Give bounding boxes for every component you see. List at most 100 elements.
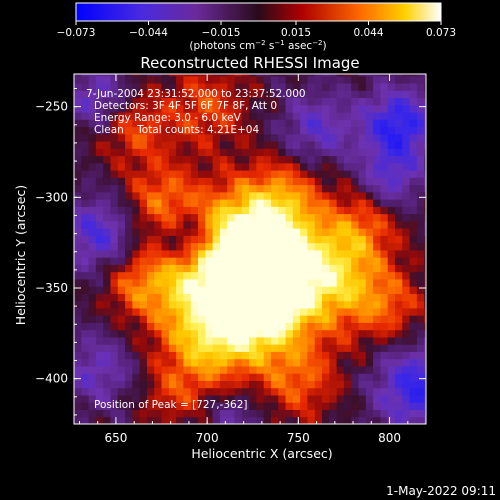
heatmap-cell (394, 74, 403, 77)
heatmap-cell (249, 329, 257, 338)
heatmap-cell (227, 278, 235, 287)
heatmap-cell (88, 322, 97, 331)
heatmap-cell (117, 97, 126, 106)
heatmap-cell (190, 74, 199, 77)
heatmap-cell (205, 177, 214, 186)
heatmap-cell (402, 162, 411, 171)
heatmap-cell (292, 228, 301, 236)
heatmap-cell (117, 286, 126, 294)
heatmap-cell (234, 249, 243, 258)
heatmap-cell (314, 228, 323, 236)
heatmap-cell (227, 257, 235, 265)
heatmap-cell (190, 97, 199, 106)
heatmap-cell (409, 220, 418, 229)
heatmap-cell (387, 235, 396, 244)
heatmap-cell (117, 264, 126, 273)
heatmap-cell (322, 119, 330, 128)
heatmap-cell (139, 307, 148, 316)
heatmap-cell (103, 162, 111, 171)
heatmap-cell (168, 329, 177, 338)
heatmap-cell (190, 402, 199, 410)
heatmap-cell (176, 387, 184, 396)
heatmap-cell (161, 365, 170, 374)
heatmap-cell (212, 155, 221, 164)
heatmap-cell (387, 141, 396, 149)
heatmap-cell (227, 74, 235, 77)
heatmap-cell (227, 344, 235, 352)
heatmap-cell (365, 119, 374, 128)
heatmap-cell (387, 358, 396, 367)
heatmap-cell (125, 416, 133, 424)
heatmap-cell (300, 126, 308, 135)
heatmap-cell (81, 380, 90, 389)
heatmap-cell (234, 90, 243, 99)
heatmap-cell (154, 199, 163, 207)
heatmap-cell (358, 344, 367, 352)
heatmap-cell (146, 387, 155, 396)
heatmap-cell (263, 148, 272, 157)
heatmap-cell (117, 162, 126, 171)
heatmap-cell (205, 242, 214, 251)
heatmap-cell (110, 249, 119, 258)
heatmap-cell (117, 373, 126, 381)
heatmap-cell (424, 177, 426, 186)
heatmap-cell (358, 365, 367, 374)
heatmap-cell (256, 228, 265, 236)
heatmap-cell (154, 119, 163, 128)
heatmap-cell (198, 409, 206, 418)
heatmap-cell (387, 74, 396, 77)
heatmap-cell (394, 409, 403, 418)
heatmap-cell (278, 409, 287, 418)
heatmap-cell (234, 119, 243, 128)
heatmap-cell (168, 257, 177, 265)
heatmap-cell (409, 206, 418, 215)
heatmap-cell (74, 307, 82, 316)
heatmap-cell (212, 133, 221, 142)
heatmap-cell (394, 373, 403, 381)
heatmap-cell (88, 83, 97, 91)
heatmap-cell (212, 213, 221, 222)
heatmap-cell (270, 74, 279, 77)
heatmap-cell (343, 322, 352, 331)
heatmap-cell (307, 235, 316, 244)
heatmap-cell (161, 380, 170, 389)
heatmap-cell (81, 264, 90, 273)
heatmap-cell (314, 220, 323, 229)
heatmap-cell (424, 264, 426, 273)
heatmap-cell (103, 402, 111, 410)
heatmap-cell (358, 112, 367, 120)
heatmap-cell (416, 155, 425, 164)
heatmap-cell (329, 155, 338, 164)
heatmap-cell (168, 358, 177, 367)
heatmap-cell (139, 402, 148, 410)
heatmap-cell (380, 416, 389, 424)
heatmap-cell (190, 293, 199, 302)
heatmap-cell (219, 315, 228, 323)
heatmap-cell (249, 133, 257, 142)
heatmap-cell (424, 242, 426, 251)
heatmap-cell (380, 90, 389, 99)
heatmap-cell (154, 416, 163, 424)
heatmap-cell (365, 286, 374, 294)
heatmap-cell (74, 184, 82, 193)
heatmap-cell (314, 119, 323, 128)
heatmap-cell (154, 264, 163, 273)
heatmap-cell (256, 278, 265, 287)
heatmap-cell (161, 394, 170, 403)
heatmap-cell (278, 220, 287, 229)
heatmap-cell (183, 402, 192, 410)
heatmap-cell (402, 322, 411, 331)
heatmap-cell (103, 170, 111, 178)
heatmap-cell (205, 199, 214, 207)
heatmap-cell (205, 141, 214, 149)
heatmap-cell (168, 380, 177, 389)
heatmap-cell (234, 177, 243, 186)
heatmap-cell (336, 141, 345, 149)
heatmap-cell (343, 257, 352, 265)
heatmap-cell (307, 90, 316, 99)
heatmap-cell (212, 75, 221, 84)
heatmap-cell (81, 249, 90, 258)
heatmap-cell (358, 380, 367, 389)
y-axis: −250−300−350−400 (35, 88, 426, 416)
heatmap-cell (146, 126, 155, 135)
